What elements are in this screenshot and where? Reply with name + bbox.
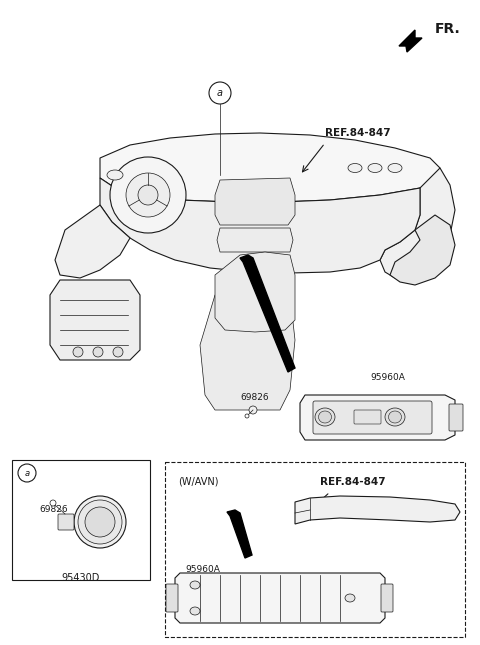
Circle shape [126, 173, 170, 217]
Polygon shape [200, 295, 295, 410]
Polygon shape [217, 228, 293, 252]
Circle shape [138, 185, 158, 205]
Text: (W/AVN): (W/AVN) [178, 477, 218, 487]
Polygon shape [215, 252, 295, 332]
Text: 69826: 69826 [39, 504, 68, 513]
Text: a: a [217, 88, 223, 98]
FancyBboxPatch shape [381, 584, 393, 612]
Circle shape [50, 500, 56, 506]
FancyBboxPatch shape [165, 462, 465, 637]
Polygon shape [240, 255, 295, 372]
Ellipse shape [368, 163, 382, 172]
Polygon shape [300, 395, 455, 440]
Text: 95960A: 95960A [370, 373, 405, 382]
Circle shape [110, 157, 186, 233]
FancyBboxPatch shape [58, 514, 74, 530]
Circle shape [209, 82, 231, 104]
Polygon shape [215, 178, 295, 225]
Ellipse shape [190, 607, 200, 615]
Ellipse shape [319, 411, 332, 423]
Polygon shape [50, 280, 140, 360]
Polygon shape [175, 573, 385, 623]
Ellipse shape [78, 500, 122, 544]
Circle shape [245, 414, 249, 418]
Ellipse shape [315, 408, 335, 426]
FancyBboxPatch shape [12, 460, 150, 580]
Polygon shape [55, 205, 130, 278]
Ellipse shape [85, 507, 115, 537]
Circle shape [93, 347, 103, 357]
Ellipse shape [348, 163, 362, 172]
Polygon shape [390, 215, 455, 285]
Ellipse shape [388, 163, 402, 172]
Text: REF.84-847: REF.84-847 [325, 128, 391, 138]
FancyBboxPatch shape [449, 404, 463, 431]
FancyBboxPatch shape [166, 584, 178, 612]
Ellipse shape [107, 170, 123, 180]
Ellipse shape [190, 581, 200, 589]
Text: a: a [24, 468, 30, 477]
Text: FR.: FR. [435, 22, 461, 36]
Text: 95960A: 95960A [185, 565, 220, 574]
Polygon shape [100, 133, 440, 202]
Polygon shape [227, 510, 252, 558]
Ellipse shape [345, 594, 355, 602]
Circle shape [18, 464, 36, 482]
FancyBboxPatch shape [354, 410, 381, 424]
Circle shape [113, 347, 123, 357]
Polygon shape [399, 30, 422, 52]
Ellipse shape [388, 411, 401, 423]
Text: REF.84-847: REF.84-847 [320, 477, 385, 487]
Circle shape [73, 347, 83, 357]
Polygon shape [380, 168, 455, 278]
Polygon shape [100, 178, 420, 273]
Ellipse shape [385, 408, 405, 426]
FancyBboxPatch shape [313, 401, 432, 434]
Text: 95430D: 95430D [62, 573, 100, 583]
Polygon shape [295, 496, 460, 524]
Text: 69826: 69826 [240, 393, 269, 402]
Ellipse shape [74, 496, 126, 548]
Circle shape [249, 406, 257, 414]
